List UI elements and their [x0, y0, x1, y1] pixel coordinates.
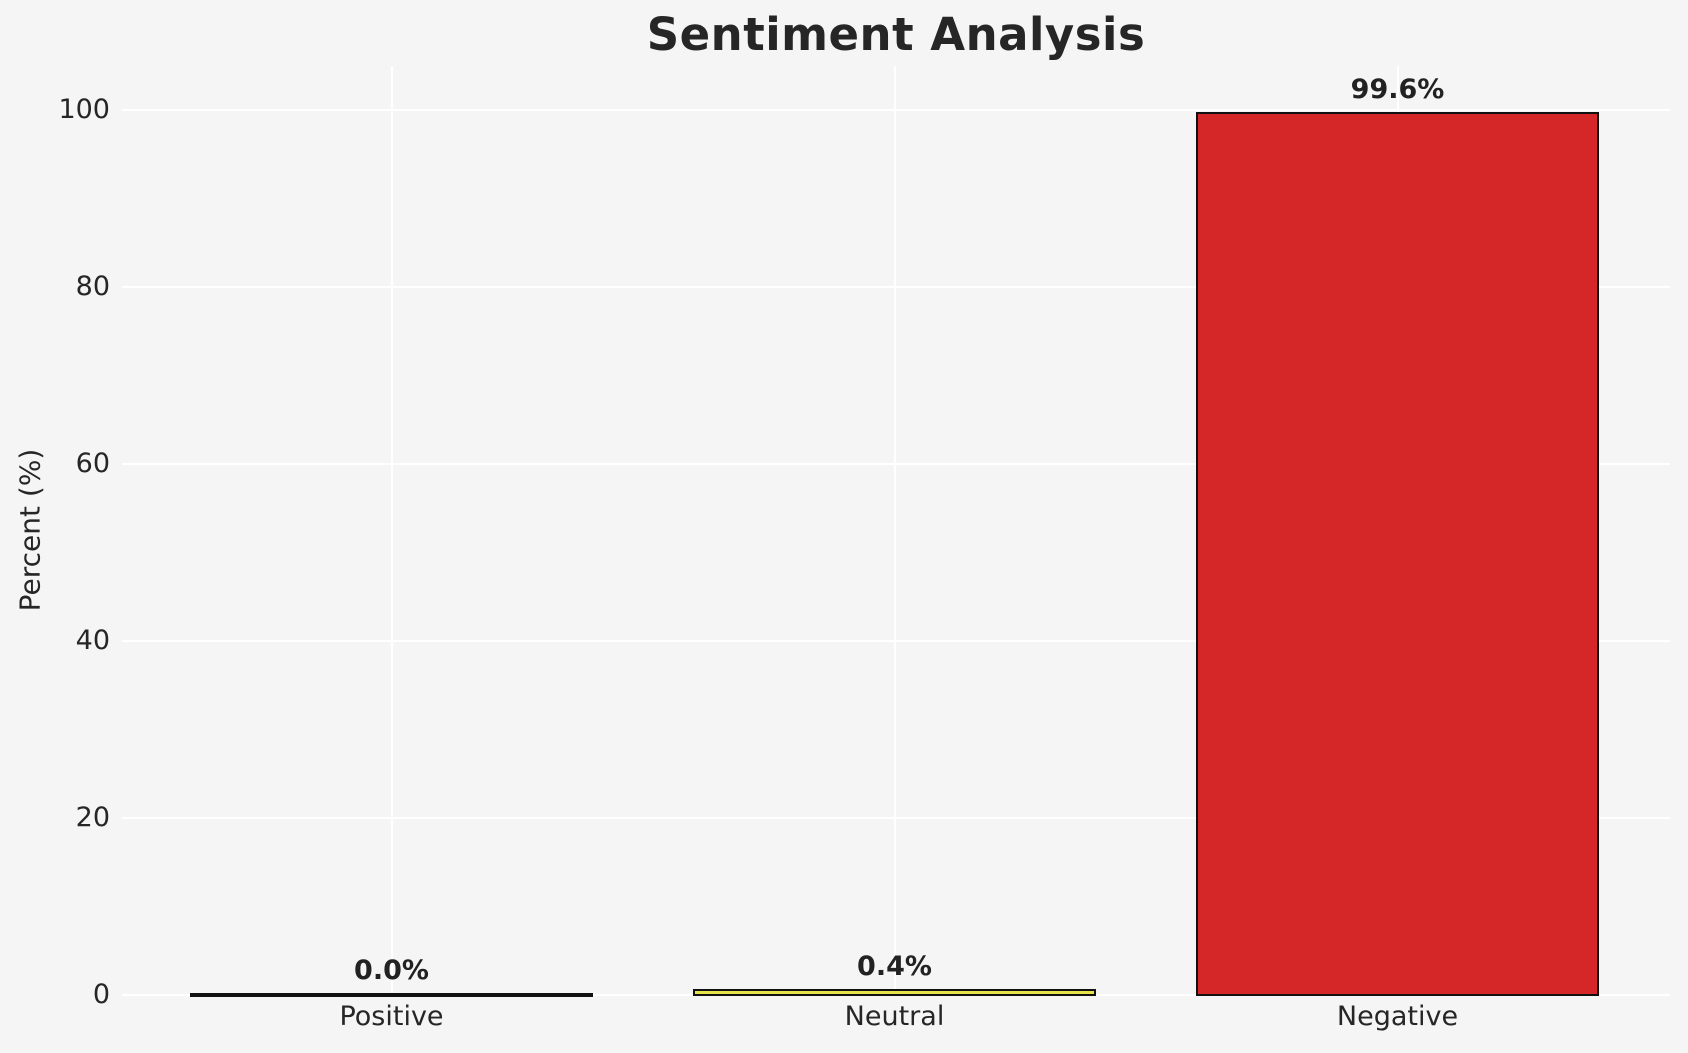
y-gridline	[122, 817, 1670, 819]
x-tick-label-neutral: Neutral	[844, 1001, 945, 1032]
y-gridline	[122, 463, 1670, 465]
y-gridline	[122, 286, 1670, 288]
bar-value-label: 0.4%	[857, 951, 932, 983]
bar-neutral	[693, 989, 1096, 996]
bar-value-label: 99.6%	[1350, 73, 1445, 105]
x-tick-label-negative: Negative	[1336, 1001, 1459, 1032]
y-tick-label: 0	[92, 979, 110, 1010]
y-tick-label: 100	[58, 94, 110, 125]
y-tick-label: 20	[75, 802, 110, 833]
bar-positive	[190, 993, 593, 997]
y-gridline	[122, 640, 1670, 642]
x-tick-label-positive: Positive	[339, 1001, 444, 1032]
y-tick-label: 40	[75, 625, 110, 656]
y-tick-label: 60	[75, 448, 110, 479]
y-gridline	[122, 109, 1670, 111]
chart-title: Sentiment Analysis	[646, 8, 1146, 61]
bar-negative	[1196, 111, 1599, 996]
x-gridline	[893, 66, 896, 995]
y-tick-label: 80	[75, 271, 110, 302]
bar-value-label: 0.0%	[354, 955, 429, 986]
x-gridline	[390, 66, 393, 995]
